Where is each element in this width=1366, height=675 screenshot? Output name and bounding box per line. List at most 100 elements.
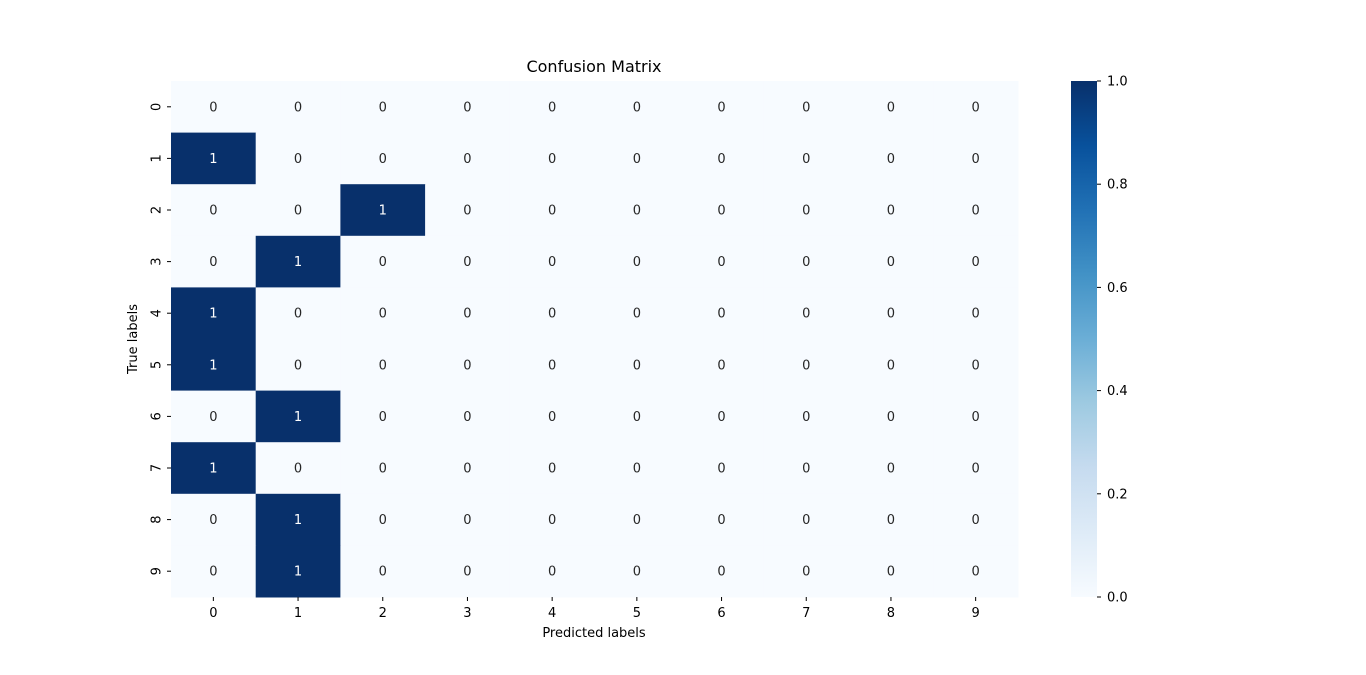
- heatmap-cell: [594, 81, 680, 134]
- cell-value-label: 0: [633, 307, 641, 322]
- colorbar: [1071, 81, 1097, 597]
- heatmap-cell: [763, 287, 850, 340]
- heatmap-cell: [255, 545, 341, 598]
- y-tick-label: 0: [150, 103, 165, 111]
- heatmap-cell: [594, 132, 680, 185]
- colorbar-tick-label: 0.6: [1107, 281, 1128, 296]
- cell-value-label: 0: [887, 152, 895, 167]
- cell-value-label: 0: [463, 513, 471, 528]
- cell-value-label: 0: [379, 462, 387, 477]
- heatmap-cell: [763, 493, 850, 546]
- colorbar-tick-label: 0.2: [1107, 487, 1128, 502]
- heatmap-cell: [340, 235, 426, 288]
- cell-value-label: 0: [633, 100, 641, 115]
- heatmap-cell: [425, 184, 511, 237]
- cell-value-label: 0: [887, 255, 895, 270]
- cell-value-label: 0: [802, 100, 810, 115]
- cell-value-label: 0: [887, 307, 895, 322]
- heatmap-cell: [679, 81, 765, 134]
- heatmap-cell: [340, 493, 426, 546]
- heatmap-cell: [848, 493, 934, 546]
- cell-value-label: 0: [717, 565, 725, 580]
- cell-value-label: 1: [294, 255, 302, 270]
- cell-value-label: 0: [209, 513, 217, 528]
- heatmap-cells: 0 0 0 0 0 0 0 0 0 0 1 0 0 0 0 0 0 0 0 0 0 0 1 0 0 0 0 0 0 0 0 1 0 0 0 0 0 0 0 0…: [171, 81, 1019, 598]
- heatmap-cell: [171, 545, 257, 598]
- cell-value-label: 0: [717, 100, 725, 115]
- cell-value-label: 0: [463, 358, 471, 373]
- cell-value-label: 0: [294, 204, 302, 219]
- x-tick-label: 2: [379, 606, 387, 621]
- heatmap-cell: [848, 235, 934, 288]
- heatmap-cell: [933, 545, 1019, 598]
- heatmap-cell: [848, 545, 934, 598]
- colorbar-tick-label: 0.8: [1107, 178, 1128, 193]
- heatmap-cell: [425, 545, 511, 598]
- cell-value-label: 0: [548, 565, 556, 580]
- cell-value-label: 1: [379, 204, 387, 219]
- heatmap-cell: [594, 235, 680, 288]
- heatmap-cell: [255, 442, 341, 495]
- heatmap-cell: [509, 81, 595, 134]
- y-tick-label: 3: [150, 257, 165, 265]
- heatmap-cell: [255, 390, 341, 443]
- heatmap-cell: [848, 132, 934, 185]
- y-tick-label: 4: [150, 309, 165, 317]
- cell-value-label: 0: [717, 152, 725, 167]
- heatmap-cell: [763, 235, 850, 288]
- heatmap-cell: [933, 184, 1019, 237]
- cell-value-label: 0: [548, 358, 556, 373]
- heatmap-cell: [933, 442, 1019, 495]
- cell-value-label: 0: [548, 307, 556, 322]
- cell-value-label: 0: [717, 255, 725, 270]
- heatmap-cell: [171, 442, 257, 495]
- y-tick-label: 6: [150, 412, 165, 420]
- y-tick-label: 2: [150, 206, 165, 214]
- cell-value-label: 0: [887, 410, 895, 425]
- heatmap-cell: [933, 81, 1019, 134]
- heatmap-cell: [340, 339, 426, 392]
- x-axis-ticks: 0 1 2 3 4 5 6 7 8 9: [209, 597, 980, 621]
- cell-value-label: 0: [887, 204, 895, 219]
- y-tick-label: 5: [150, 361, 165, 369]
- heatmap-cell: [509, 132, 595, 185]
- heatmap-cell: [763, 132, 850, 185]
- cell-value-label: 0: [379, 100, 387, 115]
- cell-value-label: 0: [209, 410, 217, 425]
- colorbar-tick-label: 1.0: [1107, 75, 1128, 90]
- heatmap-cell: [340, 442, 426, 495]
- heatmap-cell: [255, 339, 341, 392]
- heatmap-cell: [425, 81, 511, 134]
- heatmap-cell: [340, 545, 426, 598]
- cell-value-label: 0: [463, 307, 471, 322]
- y-tick-label: 9: [150, 567, 165, 575]
- cell-value-label: 0: [548, 152, 556, 167]
- heatmap-cell: [425, 287, 511, 340]
- heatmap-cell: [679, 442, 765, 495]
- cell-value-label: 0: [633, 462, 641, 477]
- heatmap-cell: [340, 184, 426, 237]
- cell-value-label: 1: [209, 462, 217, 477]
- cell-value-label: 0: [802, 513, 810, 528]
- heatmap-cell: [255, 184, 341, 237]
- cell-value-label: 1: [209, 307, 217, 322]
- cell-value-label: 1: [209, 152, 217, 167]
- heatmap-cell: [255, 235, 341, 288]
- cell-value-label: 0: [379, 152, 387, 167]
- heatmap-cell: [171, 493, 257, 546]
- heatmap-cell: [594, 287, 680, 340]
- x-tick-label: 0: [209, 606, 217, 621]
- y-axis-label: True labels: [126, 304, 141, 375]
- cell-value-label: 0: [802, 152, 810, 167]
- cell-value-label: 0: [887, 100, 895, 115]
- x-tick-label: 1: [294, 606, 302, 621]
- heatmap-cell: [848, 287, 934, 340]
- heatmap-cell: [509, 442, 595, 495]
- heatmap-cell: [848, 184, 934, 237]
- heatmap-cell: [509, 235, 595, 288]
- heatmap-cell: [679, 235, 765, 288]
- heatmap-cell: [509, 339, 595, 392]
- heatmap-cell: [763, 390, 850, 443]
- heatmap-cell: [509, 545, 595, 598]
- heatmap-cell: [171, 184, 257, 237]
